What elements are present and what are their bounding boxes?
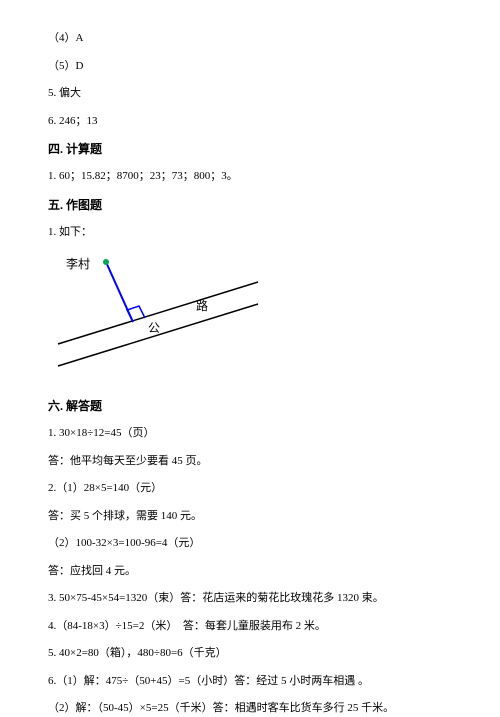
q1a: 1. 30×18÷12=45（页） <box>48 425 452 442</box>
q2c: （2）100-32×3=100-96=4（元） <box>48 535 452 552</box>
answer-4: （4）A <box>48 30 452 47</box>
svg-text:公: 公 <box>148 321 160 335</box>
q1b: 答：他平均每天至少要看 45 页。 <box>48 453 452 470</box>
sec5-line1: 1. 如下： <box>48 224 452 241</box>
answer-6: 6. 246；13 <box>48 113 452 130</box>
section-4-title: 四. 计算题 <box>48 140 452 158</box>
q6a: 6.（1）解：475÷（50+45）=5（小时）答：经过 5 小时两车相遇 。 <box>48 673 452 690</box>
road-diagram: 李村 公 路 <box>48 254 452 379</box>
svg-text:路: 路 <box>196 298 208 313</box>
q2b: 答：买 5 个排球，需要 140 元。 <box>48 508 452 525</box>
section-5-title: 五. 作图题 <box>48 196 452 214</box>
q2a: 2.（1）28×5=140（元） <box>48 480 452 497</box>
q2d: 答：应找回 4 元。 <box>48 563 452 580</box>
sec4-line1: 1. 60；15.82；8700；23；73；800；3。 <box>48 168 452 185</box>
answer-5b: 5. 偏大 <box>48 85 452 102</box>
q5: 5. 40×2=80（箱），480÷80=6（千克） <box>48 645 452 662</box>
section-6-title: 六. 解答题 <box>48 397 452 415</box>
q6b: （2）解：（50-45）×5=25（千米）答：相遇时客车比货车多行 25 千米。 <box>48 700 452 717</box>
q4: 4.（84-18×3）÷15=2（米） 答：每套儿童服装用布 2 米。 <box>48 618 452 635</box>
answer-5: （5）D <box>48 58 452 75</box>
svg-text:李村: 李村 <box>66 256 90 271</box>
q3: 3. 50×75-45×54=1320（束）答：花店运来的菊花比玫瑰花多 132… <box>48 590 452 607</box>
